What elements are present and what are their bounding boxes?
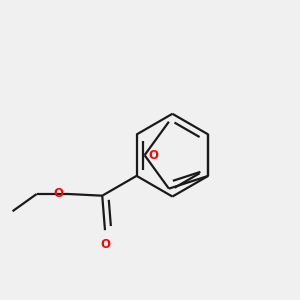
- Text: O: O: [100, 238, 110, 251]
- Text: O: O: [149, 149, 159, 162]
- Text: O: O: [54, 187, 64, 200]
